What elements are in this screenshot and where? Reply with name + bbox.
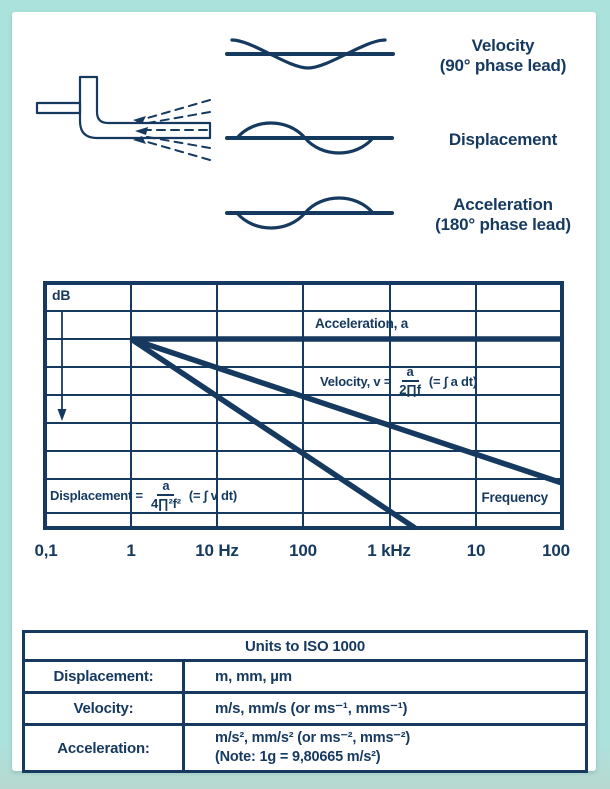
- velocity-formula-prefix: Velocity, v =: [320, 373, 392, 389]
- velocity-wave-subtitle: (90° phase lead): [439, 56, 567, 75]
- velocity-row-value: m/s, mm/s (or ms⁻¹, mms⁻¹): [215, 699, 408, 717]
- x-tick-0-1: 0,1: [34, 541, 58, 560]
- velocity-line: [130, 336, 563, 486]
- velocity-formula-denominator: 2∏f: [399, 382, 421, 397]
- x-tick-100k: 100: [542, 541, 570, 560]
- displacement-formula-numerator: a: [157, 479, 175, 496]
- vibration-arrowheads: [133, 116, 148, 144]
- x-tick-1khz: 1 kHz: [367, 541, 411, 560]
- chart-acceleration-label: Acceleration, a: [315, 316, 409, 331]
- frequency-chart: [43, 281, 564, 531]
- velocity-formula-suffix: (= ∫ a dt): [428, 373, 478, 389]
- vibrating-beam: [35, 75, 212, 161]
- chart-border: [43, 281, 564, 530]
- displacement-formula-suffix: (= ∫ v dt): [188, 487, 238, 503]
- velocity-formula-fraction: a 2∏f: [397, 365, 423, 396]
- displacement-row-value: m, mm, µm: [215, 667, 292, 685]
- velocity-wave-label: Velocity (90° phase lead): [413, 36, 593, 76]
- velocity-wave-title: Velocity: [471, 36, 535, 55]
- velocity-row-label: Velocity:: [25, 694, 185, 723]
- table-row: Displacement: m, mm, µm: [25, 662, 585, 694]
- x-tick-10: 10: [466, 541, 486, 560]
- beam-and-waveforms-drawing: [35, 38, 395, 230]
- chart-y-axis-label: dB: [52, 287, 71, 303]
- table-row: Velocity: m/s, mm/s (or ms⁻¹, mms⁻¹): [25, 694, 585, 726]
- velocity-formula-numerator: a: [401, 365, 419, 382]
- acceleration-wave-subtitle: (180° phase lead): [435, 215, 571, 234]
- displacement-row-label: Displacement:: [25, 662, 185, 691]
- acceleration-wave-label: Acceleration (180° phase lead): [413, 195, 593, 235]
- acceleration-wave-title: Acceleration: [453, 195, 553, 214]
- acceleration-waveform: [225, 196, 394, 230]
- chart-x-axis-label: Frequency: [481, 490, 549, 505]
- vibration-fan-lines: [136, 99, 211, 161]
- x-tick-100: 100: [289, 541, 317, 560]
- velocity-formula: Velocity, v = a 2∏f (= ∫ a dt): [320, 359, 477, 403]
- table-row: Acceleration: m/s², mm/s² (or ms⁻², mms⁻…: [25, 726, 585, 770]
- displacement-formula-denominator: 4∏²f²: [150, 496, 181, 511]
- units-table-title: Units to ISO 1000: [25, 633, 585, 662]
- velocity-waveform: [225, 38, 395, 70]
- x-tick-10hz: 10 Hz: [195, 541, 239, 560]
- displacement-formula-prefix: Displacement =: [50, 487, 143, 503]
- db-axis-arrowhead: [57, 409, 67, 421]
- units-table: Units to ISO 1000 Displacement: m, mm, µ…: [22, 630, 588, 773]
- acceleration-row-note: (Note: 1g = 9,80665 m/s²): [215, 749, 381, 765]
- displacement-formula-fraction: a 4∏²f²: [149, 479, 183, 510]
- acceleration-row-label: Acceleration:: [25, 726, 185, 770]
- displacement-wave-title: Displacement: [448, 130, 558, 149]
- displacement-wave-label: Displacement: [413, 130, 593, 150]
- displacement-line: [129, 336, 417, 531]
- x-tick-1: 1: [126, 541, 136, 560]
- acceleration-row-value: m/s², mm/s² (or ms⁻², mms⁻²): [215, 730, 411, 747]
- displacement-formula: Displacement = a 4∏²f² (= ∫ v dt): [50, 474, 237, 516]
- displacement-waveform: [225, 121, 394, 155]
